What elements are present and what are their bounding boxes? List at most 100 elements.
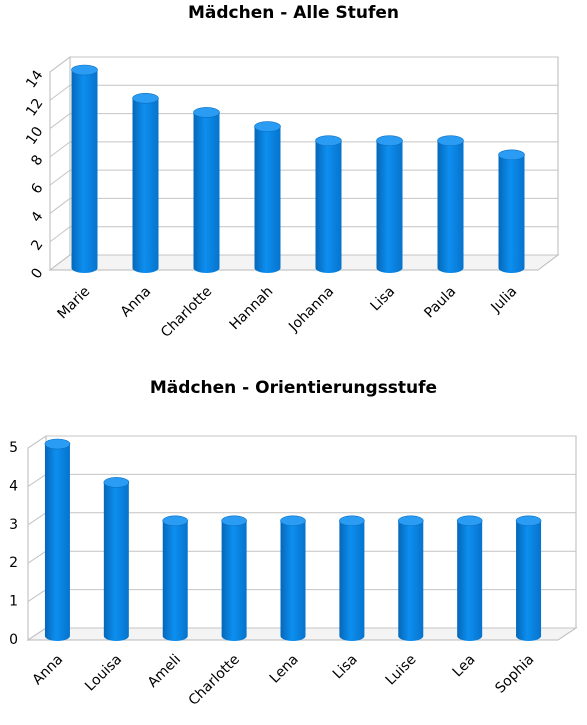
x-tick-label: Louisa [82,652,125,695]
gridline-side [49,226,71,243]
y-tick-label: 10 [23,124,46,148]
bar-body [339,520,365,641]
y-tick-label: 4 [28,209,46,226]
x-tick-label: Paula [421,284,459,322]
bar-body [457,520,483,641]
bar [71,64,98,273]
chart-orientierungsstufe: Mädchen - Orientierungsstufe 0 1 2 3 4 5 Anna L… [0,372,587,725]
bar-body [516,520,542,641]
gridline-side [27,589,47,603]
bar-cap [162,515,189,527]
x-tick-label: Anna [118,284,155,321]
bar-cap [193,107,220,118]
bar [339,515,365,641]
bar [254,121,281,273]
x-tick-label: Charlotte [158,284,215,341]
x-tick-label: Lea [450,652,479,681]
bar-cap [44,438,71,450]
bar [221,515,247,641]
plot-side-wall [27,435,47,641]
bar-body [280,520,306,641]
gridline-side [27,435,47,449]
bar-cap [456,515,483,527]
bar-cap [71,64,98,76]
bar-body [437,140,464,273]
gridline-side [49,113,71,129]
gridline-side [49,84,71,101]
y-tick-label: 5 [9,440,18,456]
bar-body [71,70,98,273]
bar [193,107,220,273]
bar [44,438,71,641]
y-tick-label: 0 [28,265,46,281]
bar-body [398,520,424,641]
gridline-side [27,512,47,526]
y-tick-label: 0 [9,632,18,648]
x-tick-label: Hannah [227,284,277,334]
bar [103,477,130,641]
x-tick-label: Lisa [368,284,399,315]
gridline-side [49,254,71,271]
bar-cap [437,135,464,147]
bar [162,515,189,641]
plot-back-wall [45,435,577,629]
plot-floor [48,254,560,271]
x-tick-label: Sophia [492,652,537,697]
bar-cap [339,515,365,527]
x-tick-label: Ameli [145,652,184,691]
bar-body [376,140,403,273]
bar [376,135,403,273]
chart-canvas: 0 1 2 3 4 5 Anna Louisa Ameli Charlotte Lena Lisa Lu… [9,435,578,709]
bar-body [221,520,247,641]
y-tick-label: 12 [23,96,46,120]
x-tick-label: Lisa [330,652,361,683]
bar [132,92,159,274]
bar-cap [498,149,525,161]
gridline-side [49,56,71,73]
bar-body [498,154,525,273]
chart-title: Mädchen - Alle Stufen [187,3,400,23]
bar-cap [280,515,306,527]
bar-cap [315,135,342,147]
y-tick-label: 3 [9,517,18,533]
bar-cap [221,515,247,527]
bar-cap [376,135,403,147]
bar [515,515,542,641]
chart-alle-stufen: Mädchen - Alle Stufen 0 2 4 6 8 10 12 14 Marie An… [0,0,587,350]
chart-title: Mädchen - Orientierungsstufe [149,378,438,398]
y-tick-label: 4 [9,478,18,494]
bar-cap [254,121,281,132]
y-tick-label: 8 [28,152,46,168]
x-tick-label: Julia [488,284,521,317]
chart-canvas: 0 2 4 6 8 10 12 14 Marie Anna Charlotte Hannah Johan… [23,56,560,341]
bar-body [315,140,342,273]
y-tick-label: 2 [9,555,18,571]
gridline-side [49,169,71,186]
bar-cap [103,477,130,488]
plot-side-wall [49,56,71,271]
bar-cap [397,515,424,527]
bar-body [132,98,159,274]
bar [315,135,342,273]
y-tick-label: 14 [23,67,46,91]
bar-body [162,520,188,641]
x-tick-label: Marie [54,284,93,323]
x-tick-label: Luise [383,652,420,689]
bar [498,149,525,273]
bar-cap [132,92,159,104]
y-tick-label: 6 [28,180,46,197]
x-tick-label: Johanna [285,284,337,336]
bar-body [254,126,281,273]
gridline-side [49,141,71,158]
bar-body [193,112,220,273]
bar-body [44,444,70,641]
bar-cap [515,515,542,527]
x-tick-label: Lena [267,652,302,687]
bar [397,515,424,641]
y-tick-label: 1 [9,594,18,610]
gridline-side [27,473,47,487]
x-tick-label: Anna [30,652,67,689]
gridline-side [49,198,71,214]
bar [437,135,464,273]
gridline-side [27,550,47,564]
